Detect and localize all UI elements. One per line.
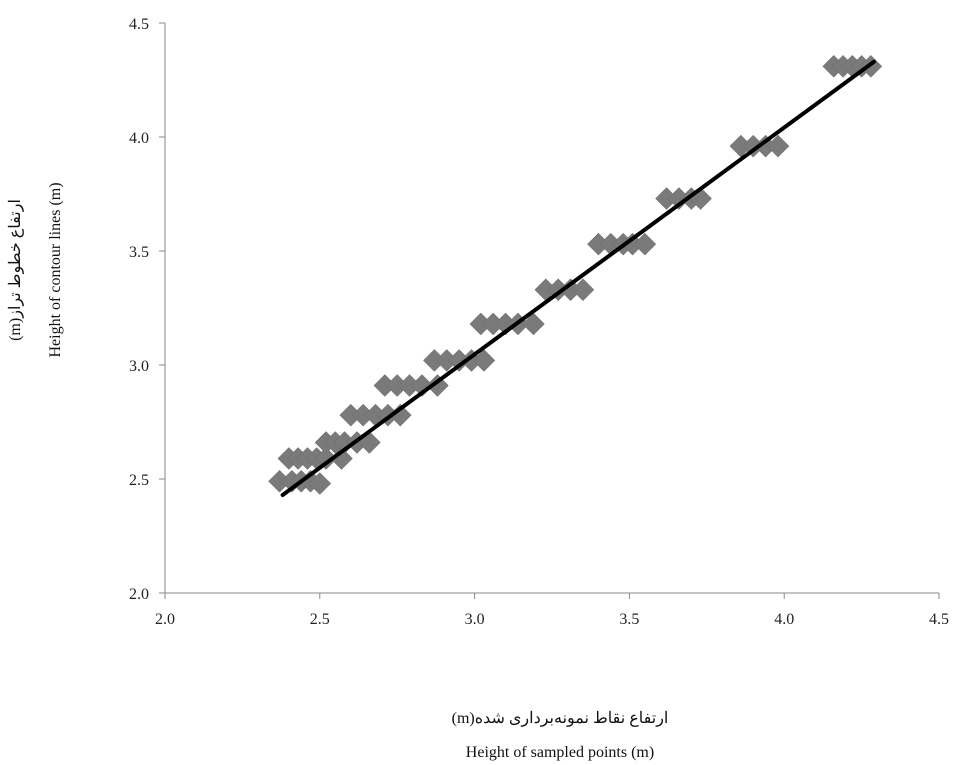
x-tick-label: 4.0 (774, 611, 794, 628)
y-tick-label: 3.5 (129, 244, 149, 261)
x-tick-label: 4.5 (929, 611, 949, 628)
ticks: 2.0 2.5 3.0 3.5 4.0 4.5 2.0 2.5 3.0 3.5 4.0 4.5 (129, 16, 949, 628)
x-tick-label: 3.5 (619, 611, 639, 628)
data-point (308, 472, 332, 495)
y-tick-label: 2.5 (129, 472, 149, 489)
y-tick-label: 3.0 (129, 358, 149, 375)
axes (164, 23, 939, 594)
x-axis-title-fa: ارتفاع نقاط نمونه‌برداری شده(m) (452, 710, 669, 727)
data-point (571, 278, 595, 302)
x-tick-label: 2.5 (310, 611, 330, 628)
y-tick-label: 4.5 (129, 16, 149, 33)
data-point (522, 312, 545, 336)
data-point (388, 403, 412, 427)
data-point (314, 447, 338, 470)
data-point (426, 374, 449, 397)
data-point (472, 349, 496, 372)
x-tick-label: 3.0 (465, 611, 485, 628)
x-tick-label: 2.0 (155, 611, 175, 628)
y-tick-label: 4.0 (129, 130, 149, 147)
y-tick-label: 2.0 (129, 586, 149, 603)
data-point (633, 232, 657, 256)
x-axis-title: Height of sampled points (m) (466, 744, 654, 761)
trend-line-group (280, 59, 876, 497)
y-axis-title-fa: ارتفاع خطوط تراز(m) (7, 199, 24, 341)
trend-line (280, 59, 876, 497)
data-point (766, 134, 790, 158)
y-axis-title: Height of contour lines (m) (47, 182, 64, 357)
